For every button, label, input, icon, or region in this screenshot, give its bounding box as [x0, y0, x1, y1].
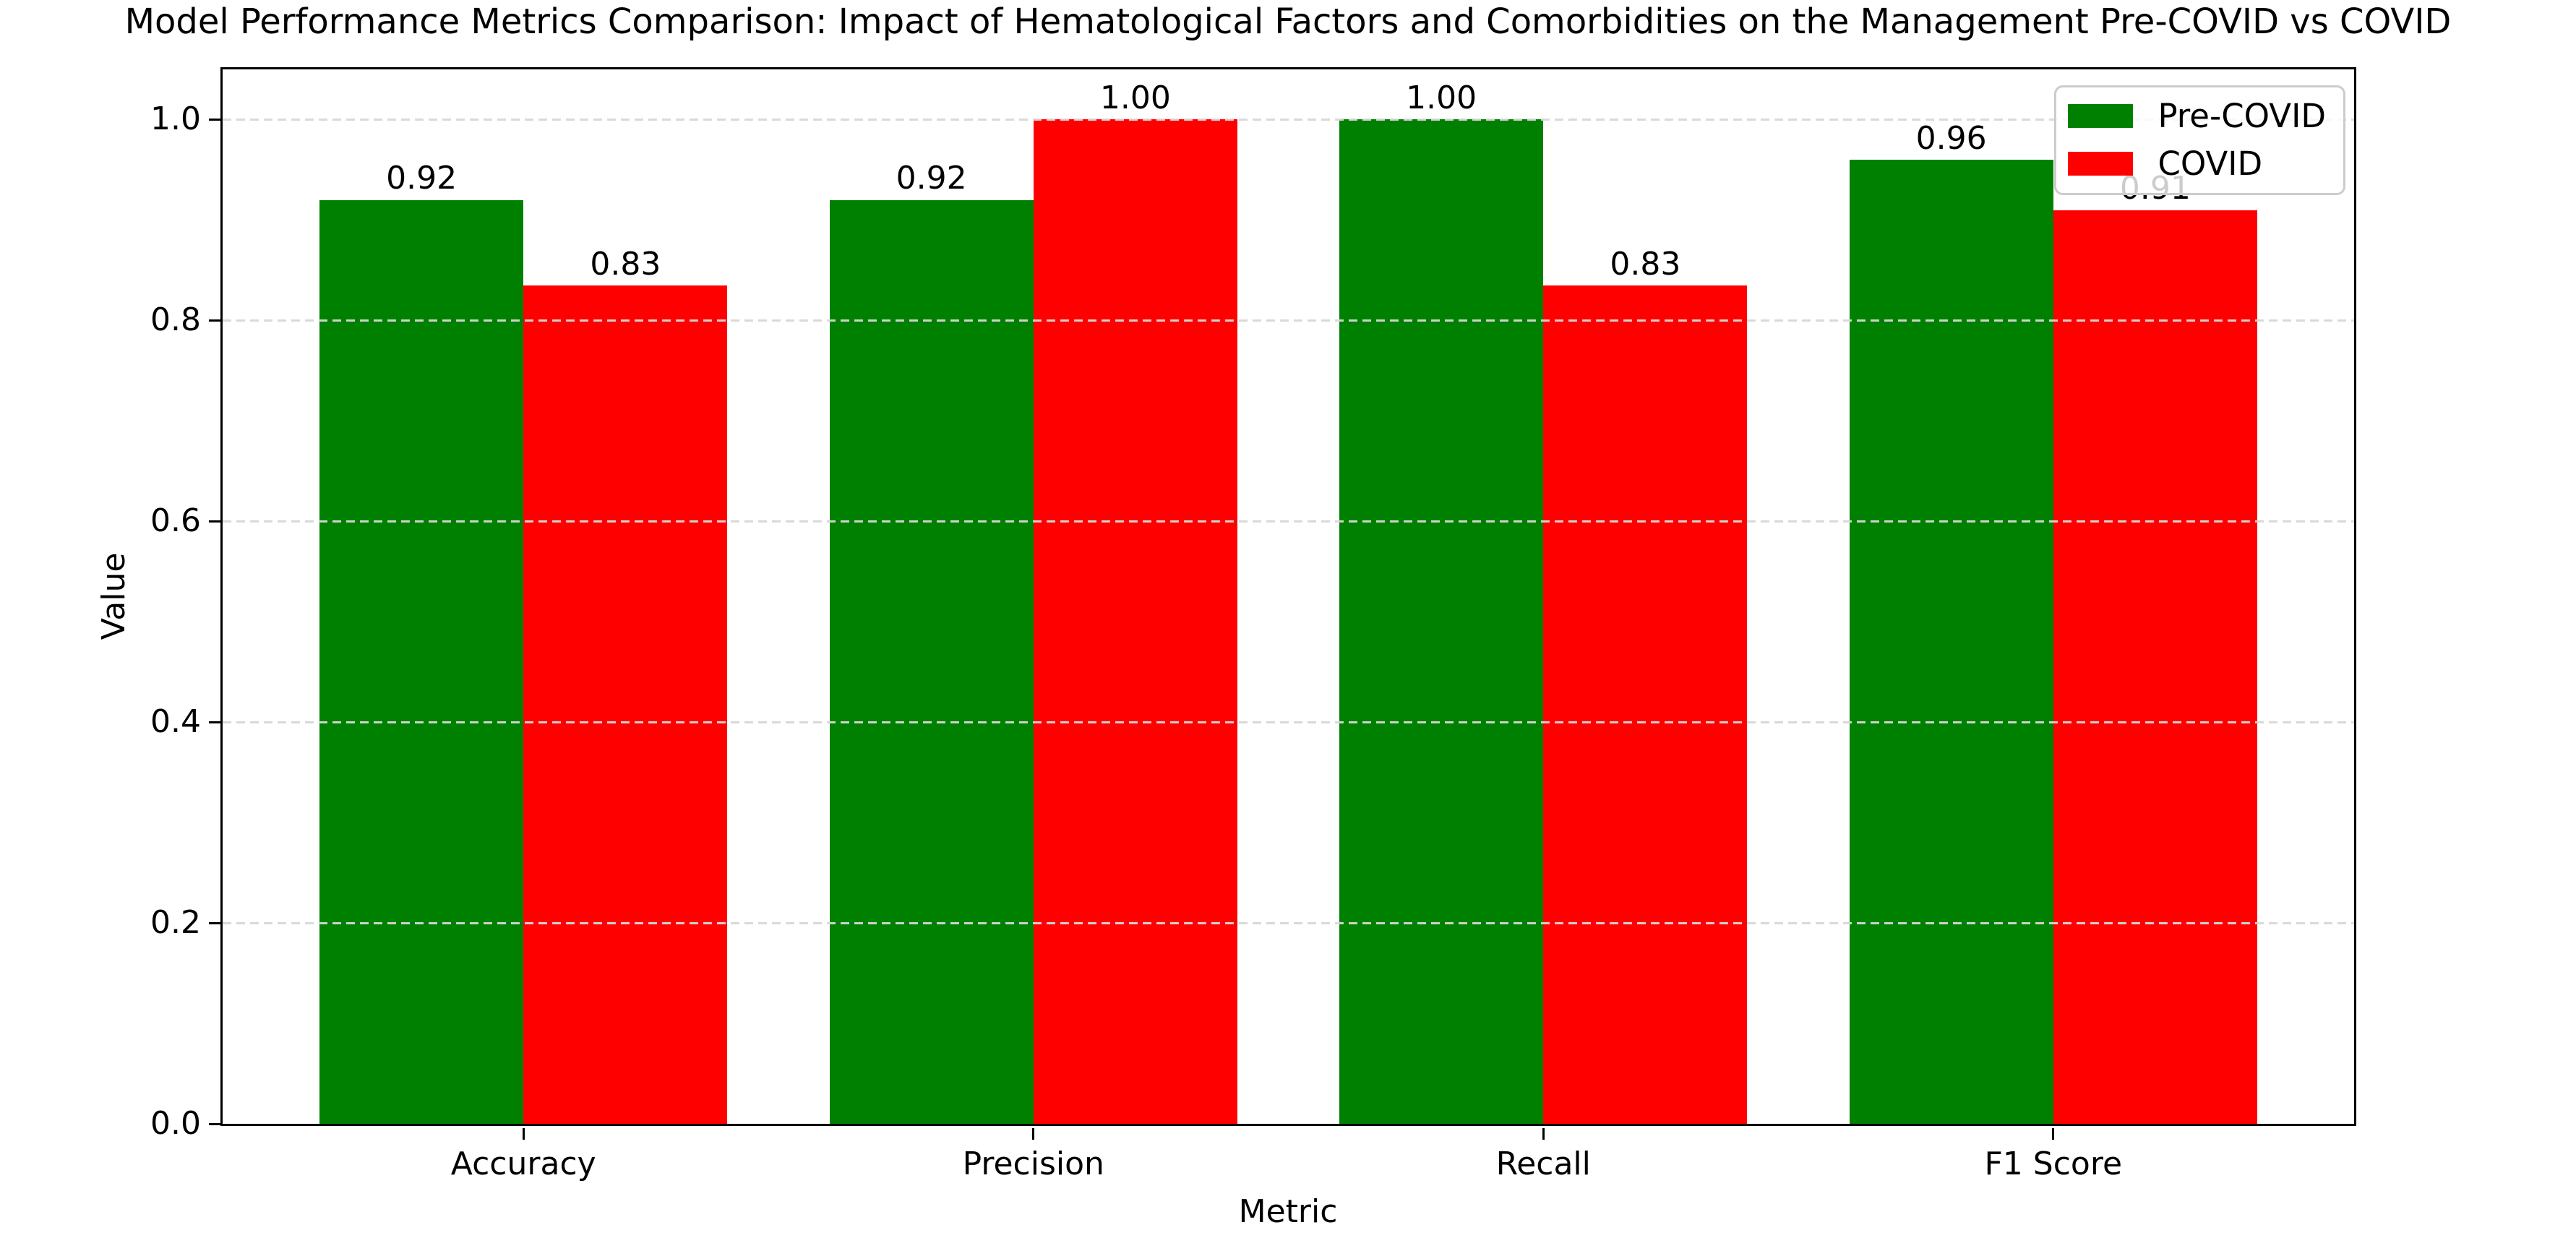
x-tick-mark — [522, 1128, 525, 1140]
x-tick-mark — [1542, 1128, 1545, 1140]
bar-covid-precision — [1033, 119, 1237, 1124]
y-tick-mark — [209, 721, 220, 723]
bar-covid-recall — [1543, 285, 1748, 1124]
legend-entry: COVID — [2068, 145, 2326, 183]
x-tick-label: Recall — [1495, 1145, 1591, 1182]
x-tick-label: Accuracy — [450, 1145, 596, 1182]
gridline — [223, 118, 2354, 121]
gridline — [223, 921, 2354, 924]
bar-pre-covid-accuracy — [319, 199, 524, 1124]
bar-pre-covid-f1-score — [1849, 160, 2053, 1124]
gridline — [223, 520, 2354, 523]
bar-value-label: 1.00 — [1099, 79, 1171, 117]
gridline — [223, 319, 2354, 322]
y-tick-mark — [209, 118, 220, 121]
bar-value-label: 0.96 — [1915, 119, 1987, 157]
bar-value-label: 0.83 — [590, 245, 661, 283]
legend-swatch-covid — [2068, 152, 2134, 176]
x-tick-label: F1 Score — [1984, 1145, 2123, 1182]
y-tick-mark — [209, 520, 220, 523]
bar-value-label: 0.92 — [386, 160, 458, 197]
legend-swatch-pre-covid — [2068, 104, 2134, 129]
y-tick-label: 0.4 — [150, 703, 201, 741]
gridline — [223, 721, 2354, 723]
bars-layer: 0.920.921.000.960.831.000.830.91 — [223, 69, 2354, 1124]
y-axis: 0.0 0.2 0.4 0.6 0.8 1.0 — [150, 69, 2354, 1140]
x-tick-label: Precision — [962, 1145, 1104, 1182]
bar-value-label: 0.83 — [1610, 245, 1681, 283]
y-tick-label: 0.2 — [150, 904, 201, 942]
bar-covid-accuracy — [523, 285, 728, 1124]
y-tick-label: 0.0 — [150, 1105, 201, 1142]
y-tick-label: 1.0 — [150, 100, 201, 138]
y-tick-mark — [209, 1122, 220, 1125]
y-tick-mark — [209, 319, 220, 322]
grid-layer — [223, 69, 2354, 1124]
plot-area: 0.920.921.000.960.831.000.830.91 0.00.20… — [150, 67, 2356, 1180]
chart-title: Model Performance Metrics Comparison: Im… — [124, 1, 2452, 42]
y-axis-label: Value — [95, 552, 132, 640]
y-tick-mark — [209, 921, 220, 924]
x-tick-mark — [2052, 1128, 2055, 1140]
x-tick-mark — [1032, 1128, 1035, 1140]
x-axis: Accuracy Precision Recall F1 Score — [223, 69, 2354, 1180]
x-axis-label: Metric — [1238, 1193, 1338, 1230]
legend-label: Pre-COVID — [2158, 97, 2326, 135]
legend-entry: Pre-COVID — [2068, 98, 2326, 135]
bar-covid-f1-score — [2053, 210, 2257, 1124]
y-tick-label: 0.8 — [150, 301, 201, 339]
bar-pre-covid-precision — [829, 199, 1034, 1124]
y-tick-label: 0.6 — [150, 502, 201, 540]
bar-value-label: 1.00 — [1406, 79, 1477, 117]
legend: Pre-COVID COVID — [2054, 85, 2345, 195]
bar-value-label: 0.92 — [896, 160, 967, 197]
bar-pre-covid-recall — [1339, 119, 1544, 1124]
legend-label: COVID — [2158, 144, 2263, 183]
